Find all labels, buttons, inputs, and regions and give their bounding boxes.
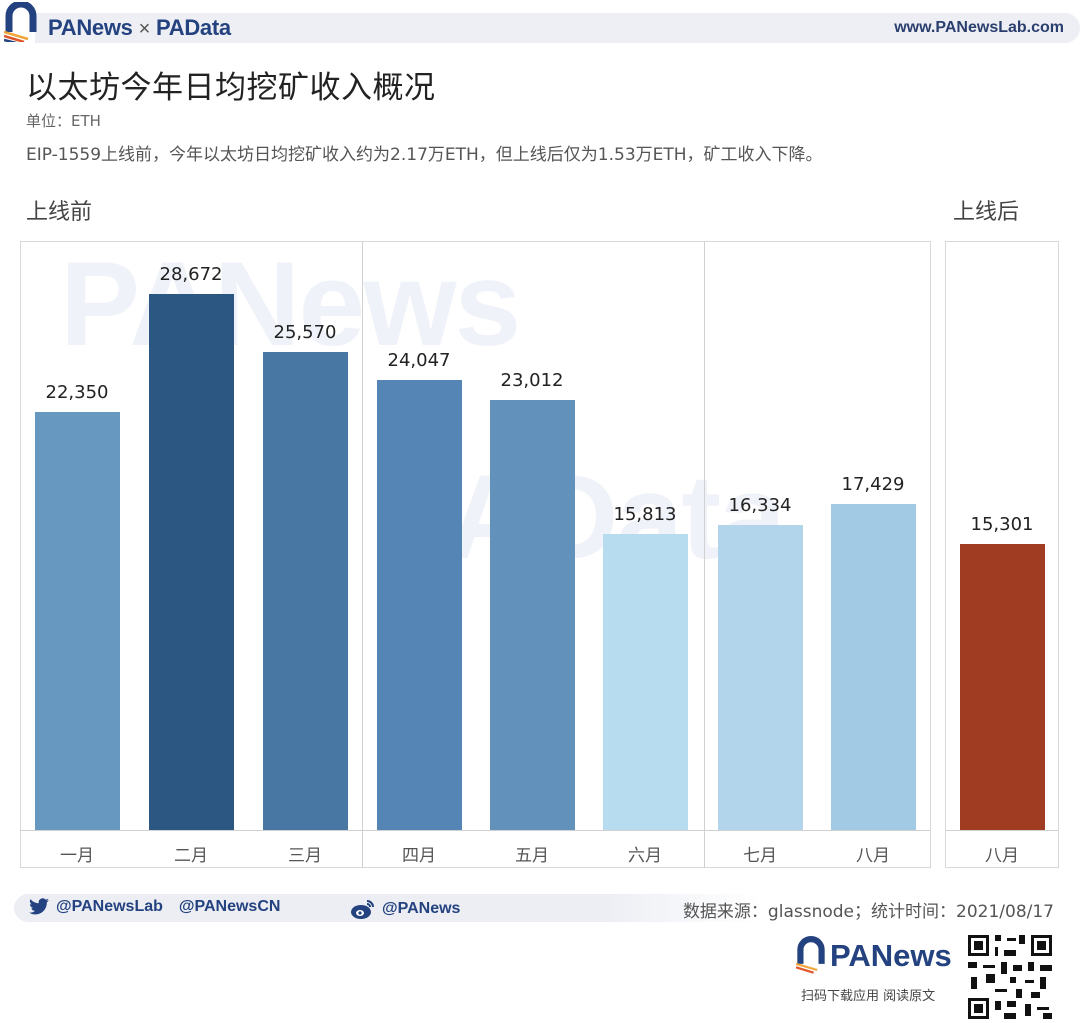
chart-title: 以太坊今年日均挖矿收入概况 (26, 70, 436, 106)
x-axis-label: 八月 (856, 846, 890, 866)
section-label-after: 上线后 (953, 200, 1020, 225)
header-band (35, 13, 1080, 43)
x-axis-baseline (20, 830, 931, 831)
x-axis-label: 七月 (743, 846, 777, 866)
x-axis-label: 二月 (174, 846, 208, 866)
bar-month-2 (149, 294, 234, 830)
bar-after-month-9 (960, 544, 1045, 830)
unit-label: 单位：ETH (26, 112, 101, 130)
bar-value-label: 23,012 (500, 370, 564, 391)
x-axis-label: 八月 (985, 846, 1019, 866)
data-source-note: 数据来源：glassnode；统计时间：2021/08/17 (682, 902, 1054, 922)
bar-value-label: 25,570 (273, 322, 337, 343)
section-label-before: 上线前 (26, 200, 93, 225)
twitter-handle-lab[interactable]: @PANewsLab (56, 898, 163, 915)
twitter-handle-cn[interactable]: @PANewsCN (178, 898, 281, 915)
brand-padata: PAData (156, 15, 231, 40)
bottom-caption: 扫码下载应用 阅读原文 (801, 989, 936, 1004)
chart-panel-before (20, 241, 931, 868)
bar-value-label: 22,350 (45, 382, 109, 403)
twitter-bird-icon (29, 898, 49, 915)
panews-logo-icon (4, 2, 37, 42)
bar-value-label: 28,672 (159, 264, 223, 285)
twitter-handles: @PANewsLab @PANewsCN (28, 898, 280, 916)
bar-value-label: 15,301 (970, 514, 1034, 535)
weibo-icon (351, 900, 374, 919)
brand-title: PANews × PAData (48, 15, 231, 41)
panews-arch-logo-icon (796, 936, 825, 974)
bar-value-label: 17,429 (841, 474, 905, 495)
x-axis-label: 五月 (515, 846, 549, 866)
bar-month-6 (603, 534, 688, 830)
qr-code-icon[interactable] (965, 932, 1055, 1022)
bar-value-label: 16,334 (728, 495, 792, 516)
bar-value-label: 24,047 (387, 350, 451, 371)
chart-panel-after (945, 241, 1059, 868)
bar-month-3 (263, 352, 348, 830)
brand-panews: PANews (48, 15, 133, 40)
bar-month-7 (718, 525, 803, 830)
chart-subtitle: EIP-1559上线前，今年以太坊日均挖矿收入约为2.17万ETH，但上线后仅为… (26, 145, 823, 165)
bar-value-label: 15,813 (613, 504, 677, 525)
bar-month-4 (377, 380, 462, 830)
site-url[interactable]: www.PANewsLab.com (894, 19, 1064, 36)
x-axis-label: 四月 (402, 846, 436, 866)
bar-month-5 (490, 400, 575, 830)
brand-separator: × (138, 18, 151, 40)
bottom-brand: PANews (830, 938, 952, 973)
quarter-divider (704, 241, 705, 868)
bar-month-8 (831, 504, 916, 830)
footer-band (14, 894, 1080, 922)
bar-month-1 (35, 412, 120, 830)
x-axis-label: 三月 (288, 846, 322, 866)
weibo-handle: @PANews (350, 898, 460, 920)
x-axis-label: 六月 (628, 846, 662, 866)
x-axis-label: 一月 (60, 846, 94, 866)
quarter-divider (362, 241, 363, 868)
x-axis-baseline (945, 830, 1059, 831)
weibo-handle-text[interactable]: @PANews (382, 900, 461, 917)
